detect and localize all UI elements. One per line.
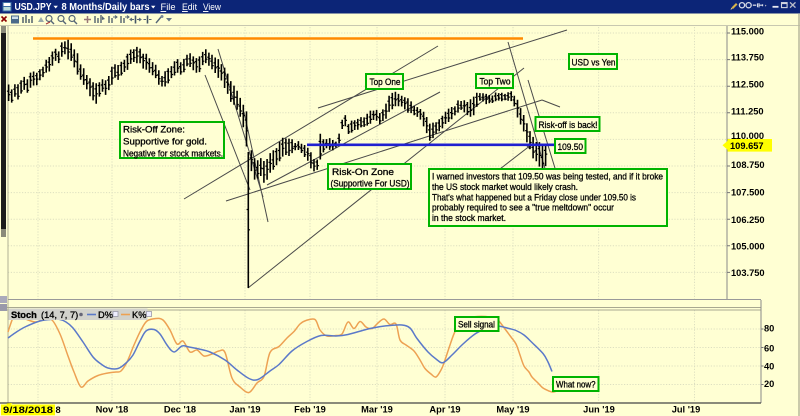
- svg-text:Jan '19: Jan '19: [229, 405, 260, 415]
- svg-text:File: File: [161, 2, 176, 13]
- svg-text:Risk-off is back!: Risk-off is back!: [539, 120, 598, 130]
- svg-text:USD.JPY: USD.JPY: [15, 2, 52, 13]
- svg-text:108.750: 108.750: [731, 160, 765, 170]
- svg-text:Jul '19: Jul '19: [672, 405, 701, 415]
- svg-text:105.000: 105.000: [731, 242, 765, 252]
- svg-text:Mar '19: Mar '19: [361, 405, 393, 415]
- svg-text:109.657: 109.657: [730, 141, 764, 151]
- svg-text:Nov '18: Nov '18: [96, 405, 129, 415]
- svg-text:I warned investors that 109.50: I warned investors that 109.50 was being…: [432, 172, 663, 182]
- svg-text:Negative for stock markets.: Negative for stock markets.: [123, 148, 223, 158]
- svg-text:8 Months/Daily bars: 8 Months/Daily bars: [62, 2, 150, 13]
- svg-text:60: 60: [764, 343, 774, 353]
- svg-text:Stoch: Stoch: [11, 310, 37, 320]
- svg-text:113.750: 113.750: [731, 52, 764, 62]
- svg-text:View: View: [203, 2, 221, 13]
- svg-text:Supportive for gold.: Supportive for gold.: [123, 136, 207, 146]
- svg-text:Apr '19: Apr '19: [429, 405, 460, 415]
- svg-text:(Supportive For USD): (Supportive For USD): [331, 178, 410, 188]
- svg-text:80: 80: [764, 323, 774, 333]
- svg-text:Risk-On Zone: Risk-On Zone: [332, 167, 394, 177]
- svg-text:Top One: Top One: [370, 77, 401, 87]
- svg-text:112.500: 112.500: [731, 79, 764, 89]
- svg-text:107.500: 107.500: [731, 187, 765, 197]
- svg-text:Jun '19: Jun '19: [583, 405, 615, 415]
- svg-text:Edit: Edit: [182, 2, 197, 13]
- svg-text:What now?: What now?: [556, 380, 596, 390]
- svg-text:K%: K%: [132, 310, 146, 320]
- svg-text:in the stock market.: in the stock market.: [432, 213, 506, 223]
- svg-text:110.000: 110.000: [731, 131, 764, 141]
- svg-text:9/18/2018: 9/18/2018: [3, 405, 53, 415]
- svg-text:Top Two: Top Two: [480, 77, 511, 87]
- svg-text:106.250: 106.250: [731, 215, 765, 225]
- svg-text:That's what happened but a Fri: That's what happened but a Friday close …: [432, 192, 636, 202]
- svg-text:Risk-Off Zone:: Risk-Off Zone:: [123, 124, 185, 134]
- svg-text:20: 20: [764, 379, 774, 389]
- svg-text:Sell signal: Sell signal: [458, 319, 495, 329]
- svg-text:Dec '18: Dec '18: [164, 405, 196, 415]
- svg-text:USD vs Yen: USD vs Yen: [572, 57, 616, 67]
- svg-text:40: 40: [764, 362, 774, 372]
- svg-text:D%: D%: [98, 310, 113, 320]
- svg-text:the US stock market would like: the US stock market would likely crash.: [432, 182, 578, 192]
- svg-text:103.750: 103.750: [731, 268, 765, 278]
- svg-text:May '19: May '19: [496, 405, 529, 415]
- svg-text:115.000: 115.000: [731, 26, 764, 36]
- svg-text:111.250: 111.250: [731, 106, 764, 116]
- svg-text:(14, 7, 7): (14, 7, 7): [41, 310, 78, 320]
- svg-text:8: 8: [56, 405, 61, 415]
- svg-text:109.50: 109.50: [558, 142, 584, 152]
- svg-text:probably required to see a "tr: probably required to see a "true meltdow…: [432, 203, 614, 213]
- svg-text:Feb '19: Feb '19: [294, 405, 326, 415]
